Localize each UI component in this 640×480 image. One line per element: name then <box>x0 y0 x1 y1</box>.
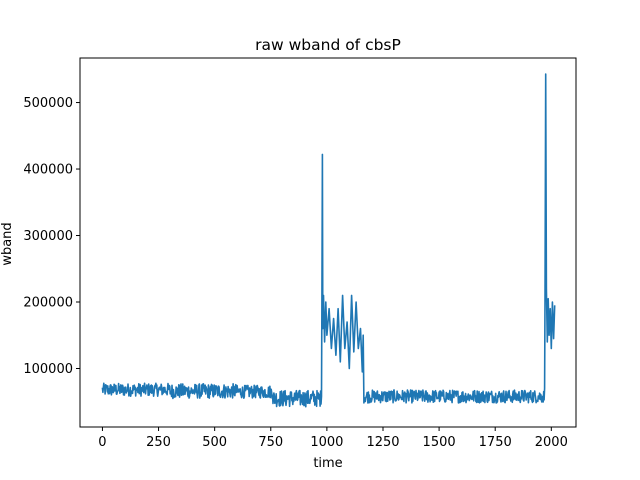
x-tick-label: 250 <box>146 435 171 450</box>
x-tick-label: 500 <box>202 435 227 450</box>
chart-title: raw wband of cbsP <box>255 36 401 54</box>
x-tick-label: 0 <box>98 435 106 450</box>
y-tick-label: 500000 <box>23 96 73 111</box>
y-tick-label: 300000 <box>23 229 73 244</box>
x-tick-label: 1500 <box>423 435 456 450</box>
x-tick-label: 1000 <box>310 435 343 450</box>
y-tick-label: 200000 <box>23 296 73 311</box>
plot-area <box>79 57 577 428</box>
x-axis-label: time <box>313 456 342 471</box>
x-tick-label: 1250 <box>366 435 399 450</box>
axes-frame <box>79 57 577 428</box>
y-tick-label: 100000 <box>23 362 73 377</box>
x-tick-label: 750 <box>258 435 283 450</box>
series-line <box>101 73 556 408</box>
y-tick-label: 400000 <box>23 163 73 178</box>
x-tick-label: 1750 <box>479 435 512 450</box>
x-axis: 0 250 500 750 1000 1250 1500 1750 2000 <box>98 427 568 450</box>
y-axis-label: wband <box>0 222 15 265</box>
y-axis: 100000 200000 300000 400000 500000 <box>23 96 80 377</box>
x-tick-label: 2000 <box>535 435 568 450</box>
